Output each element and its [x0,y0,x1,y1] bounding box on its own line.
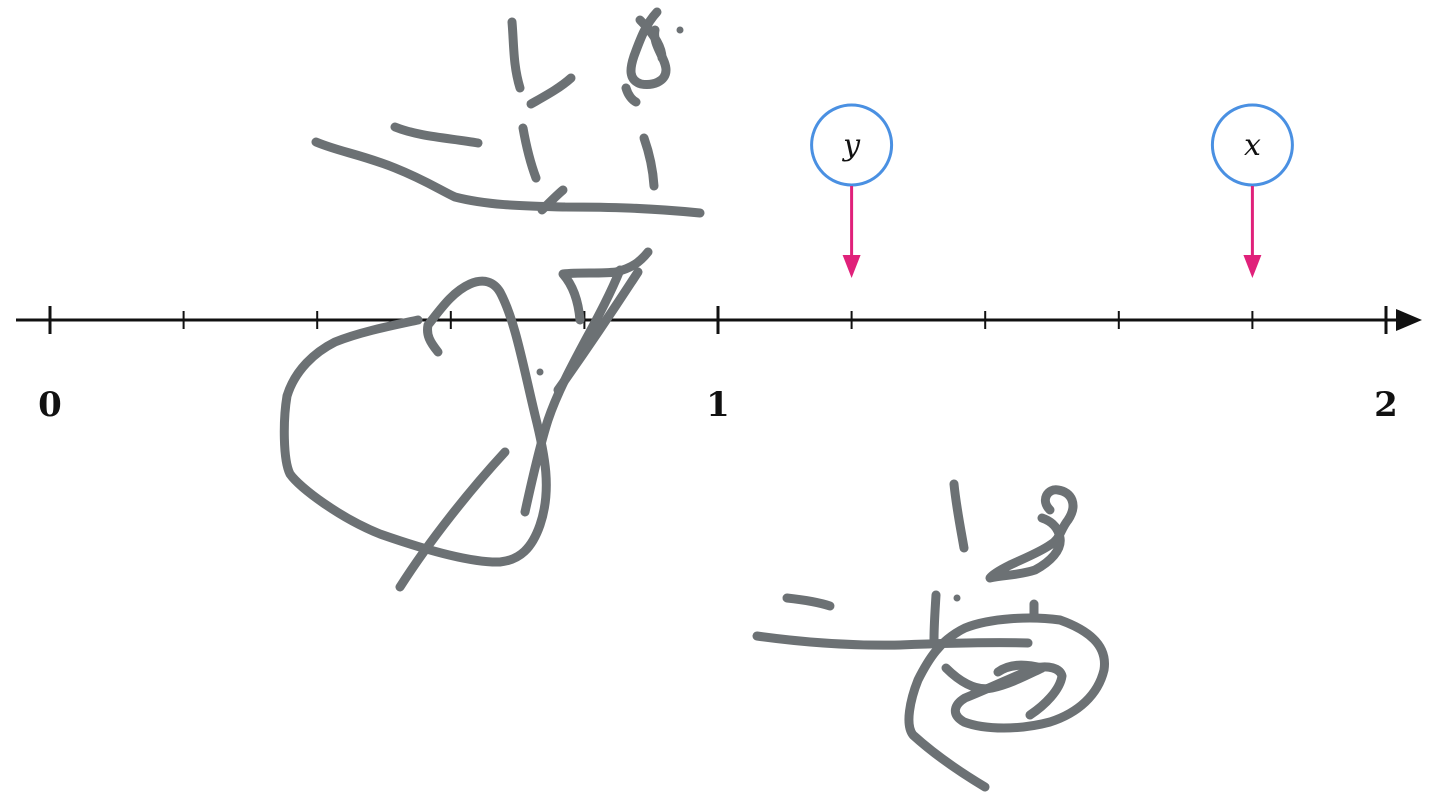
handwritten-fraction-bottom [752,479,1109,792]
marker-label-x: x [1244,128,1261,163]
marker-label-y: y [841,128,861,163]
axis-arrowhead-icon [1396,309,1422,331]
marker-x: x [1210,103,1294,278]
marker-circle [1210,103,1294,187]
tick-label-2: 2 [1374,385,1398,425]
handwritten-y-scribble [279,247,653,592]
marker-y: y [810,103,894,278]
tick-label-1: 1 [706,385,730,425]
arrow-down-icon [1243,255,1262,278]
axis-tick-labels: 0 1 2 [38,385,1398,425]
marker-circle [810,103,894,187]
tick-label-0: 0 [38,385,62,425]
handwritten-fraction-top [311,7,705,218]
arrow-down-icon [842,255,861,278]
handwritten-annotations [279,7,1109,792]
number-line-axis: 0 1 2 [16,306,1422,425]
